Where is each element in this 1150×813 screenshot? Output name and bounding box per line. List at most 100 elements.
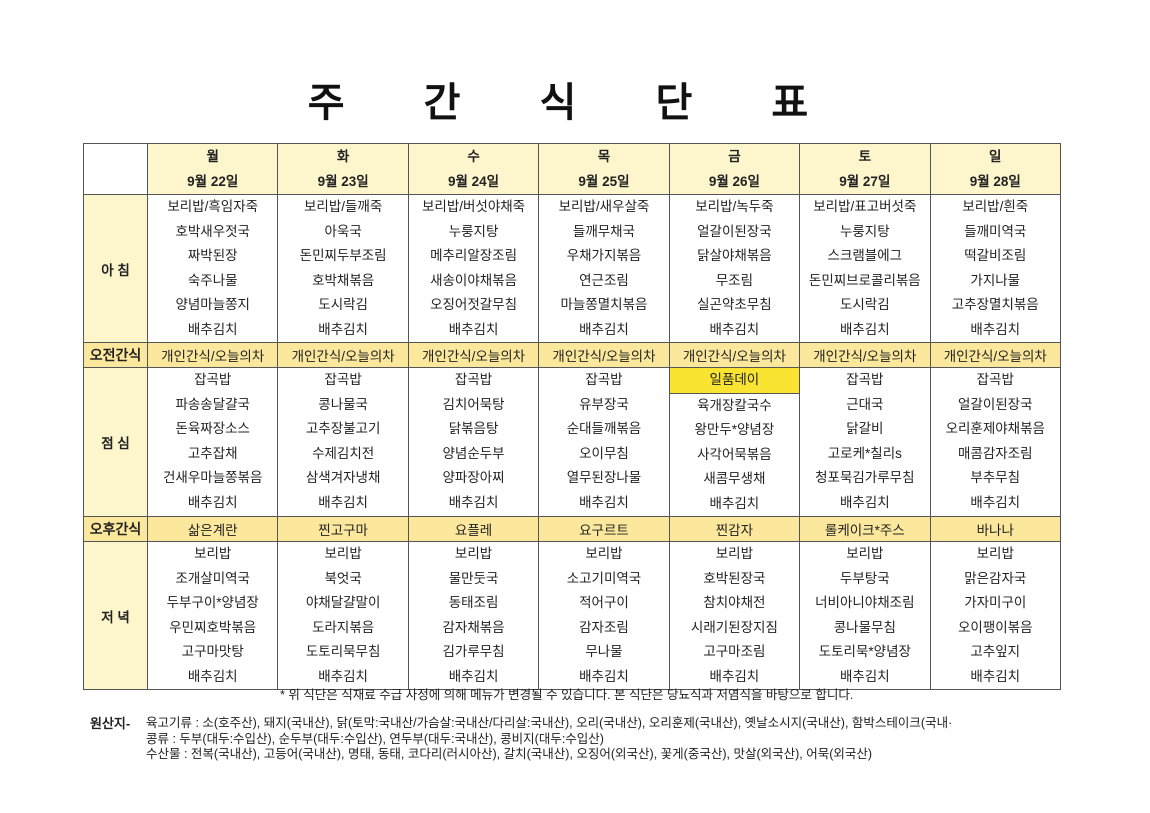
dinner-cell: 보리밥 북엇국 야채달걀말이 도라지볶음 도토리묵무침 배추김치	[277, 541, 409, 690]
snack-item: 개인간식/오늘의차	[668, 342, 801, 368]
origin-line-seafood: 수산물 : 전복(국내산), 고등어(국내산), 명태, 동태, 코다리(러시아…	[146, 747, 873, 761]
breakfast-cell: 보리밥/들깨죽 아욱국 돈민찌두부조림 호박채볶음 도시락김 배추김치	[277, 194, 409, 343]
menu-item: 호박된장국	[703, 570, 766, 586]
menu-item: 소고기미역국	[566, 570, 642, 586]
menu-item: 고추잡채	[187, 445, 238, 461]
day-date: 9월 26일	[708, 174, 760, 189]
snack-item: 찐감자	[668, 516, 801, 542]
menu-item: 돈육짜장소스	[175, 421, 250, 436]
menu-item: 배추김치	[187, 321, 238, 337]
lunch-cell: 잡곡밥 얼갈이된장국 오리훈제야채볶음 매콤감자조림 부추무침 배추김치	[929, 367, 1062, 517]
origin-line-beans: 콩류 : 두부(대두:수입산), 순두부(대두:수입산), 연두부(대두:국내산…	[146, 731, 604, 746]
page-title: 주 간 식 단 표	[307, 81, 843, 125]
menu-item: 스크램블에그	[827, 248, 903, 263]
snack-item: 요플레	[407, 516, 540, 542]
menu-item: 누룽지탕	[839, 223, 890, 239]
menu-item: 호박채볶음	[312, 272, 375, 288]
menu-item: 오이팽이볶음	[958, 619, 1033, 635]
menu-item: 김치어묵탕	[442, 396, 505, 412]
menu-item: 파송송달걀국	[175, 396, 250, 412]
day-date: 9월 25일	[578, 174, 630, 189]
menu-item: 육개장칼국수	[697, 397, 772, 413]
menu-item: 보리밥/흑임자죽	[167, 199, 259, 214]
menu-item: 가지나물	[970, 272, 1021, 288]
lunch-cell: 잡곡밥 콩나물국 고추장불고기 수제김치전 삼색겨자냉채 배추김치	[277, 367, 409, 517]
menu-item: 우민찌호박볶음	[169, 619, 257, 635]
menu-item: 배추김치	[448, 494, 499, 510]
menu-item: 콩나물국	[318, 396, 368, 412]
breakfast-cell: 보리밥/표고버섯죽 누룽지탕 스크램블에그 돈민찌브로콜리볶음 도시락김 배추김치	[799, 194, 931, 343]
day-name: 토	[858, 149, 872, 164]
menu-item: 보리밥	[324, 546, 362, 561]
menu-item: 우채가지볶음	[566, 248, 642, 263]
dinner-label: 저 녁	[83, 541, 148, 690]
menu-item: 메추리알장조림	[430, 248, 518, 263]
dinner-cell: 보리밥 맑은감자국 가자미구이 오이팽이볶음 고추잎지 배추김치	[929, 541, 1062, 690]
menu-item: 배추김치	[318, 668, 368, 684]
dinner-cell: 보리밥 물만둣국 동태조림 감자채볶음 김가루무침 배추김치	[407, 541, 540, 690]
menu-item: 들깨무채국	[572, 223, 636, 239]
menu-item: 양념순두부	[442, 445, 505, 461]
snack-item: 개인간식/오늘의차	[277, 342, 409, 368]
menu-item: 배추김치	[709, 321, 760, 337]
menu-item: 얼갈이된장국	[958, 396, 1033, 412]
day-name: 금	[728, 149, 741, 164]
menu-item: 배추김치	[579, 321, 629, 337]
pm-snack-row: 오후간식 삶은계란 찐고구마 요플레 요구르트 찐감자 롤케이크*주스 바나나	[83, 516, 1062, 542]
special-day-badge: 일품데이	[668, 368, 801, 394]
dinner-cell: 보리밥 소고기미역국 적어구이 감자조림 무나물 배추김치	[538, 541, 670, 690]
menu-item: 고구마조림	[703, 644, 766, 659]
day-header: 금 9월 26일	[668, 143, 801, 195]
menu-item: 도토리묵무침	[305, 644, 381, 659]
lunch-cell: 잡곡밥 파송송달걀국 돈육짜장소스 고추잡채 건새우마늘쫑볶음 배추김치	[146, 367, 279, 517]
menu-item: 순대들깨볶음	[566, 421, 642, 436]
menu-item: 부추무침	[970, 470, 1021, 485]
menu-item: 유부장국	[579, 396, 629, 412]
snack-item: 개인간식/오늘의차	[799, 342, 931, 368]
menu-item: 배추김치	[970, 668, 1021, 684]
lunch-cell: 잡곡밥 김치어묵탕 닭볶음탕 양념순두부 양파장아찌 배추김치	[407, 367, 540, 517]
menu-item: 실곤약초무침	[697, 297, 772, 312]
day-name: 목	[597, 149, 611, 164]
day-header: 화 9월 23일	[277, 143, 409, 195]
breakfast-cell: 보리밥/흑임자죽 호박새우젓국 짜박된장 숙주나물 양념마늘쫑지 배추김치	[146, 194, 279, 343]
menu-item: 호박새우젓국	[175, 223, 250, 239]
dinner-cell: 보리밥 조개살미역국 두부구이*양념장 우민찌호박볶음 고구마맛탕 배추김치	[146, 541, 279, 690]
menu-item: 연근조림	[579, 272, 629, 288]
menu-item: 배추김치	[318, 321, 368, 337]
snack-item: 삶은계란	[146, 516, 279, 542]
menu-item: 보리밥	[846, 546, 884, 561]
menu-item: 도시락김	[318, 297, 368, 312]
day-header: 토 9월 27일	[799, 143, 931, 195]
menu-item: 돈민찌브로콜리볶음	[808, 272, 921, 288]
day-name: 수	[467, 149, 480, 164]
menu-item: 숙주나물	[187, 272, 238, 288]
menu-item: 닭살야채볶음	[697, 248, 772, 263]
menu-item: 아욱국	[324, 223, 362, 239]
menu-item: 북엇국	[324, 570, 362, 586]
day-date: 9월 22일	[187, 174, 239, 189]
menu-item: 떡갈비조림	[964, 248, 1027, 263]
menu-item: 건새우마늘쫑볶음	[163, 470, 263, 485]
menu-item: 오이무침	[579, 445, 629, 461]
snack-item: 롤케이크*주스	[799, 516, 931, 542]
menu-item: 돈민찌두부조림	[299, 248, 387, 263]
menu-item: 고로케*칠리s	[827, 445, 902, 461]
snack-item: 바나나	[929, 516, 1062, 542]
weekly-menu-table: 월 9월 22일 화 9월 23일 수 9월 24일 목 9월 25일 금 9월 26일 토 9월 2…	[83, 143, 1062, 690]
menu-item: 보리밥/흰죽	[962, 199, 1029, 214]
breakfast-cell: 보리밥/버섯야채죽 누룽지탕 메추리알장조림 새송이야채볶음 오징어젓갈무침 배추김치	[407, 194, 540, 343]
menu-item: 배추김치	[839, 321, 890, 337]
menu-item: 김가루무침	[442, 644, 505, 659]
menu-item: 보리밥	[976, 546, 1014, 561]
menu-item: 보리밥	[715, 546, 754, 561]
menu-item: 무나물	[585, 644, 623, 659]
dinner-cell: 보리밥 호박된장국 참치야채전 시래기된장지짐 고구마조림 배추김치	[668, 541, 801, 690]
menu-item: 잡곡밥	[585, 372, 623, 387]
menu-item: 배추김치	[970, 321, 1021, 337]
day-name: 일	[989, 149, 1002, 164]
menu-item: 양념마늘쫑지	[175, 297, 250, 312]
corner-cell	[83, 143, 148, 195]
menu-item: 야채달걀말이	[305, 595, 381, 610]
menu-item: 가자미구이	[964, 595, 1027, 610]
